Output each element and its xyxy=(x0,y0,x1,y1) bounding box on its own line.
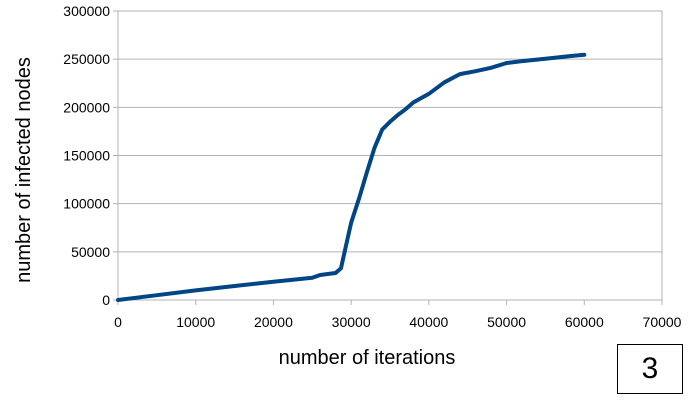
x-tick-label: 70000 xyxy=(643,314,682,330)
y-tick-label: 100000 xyxy=(63,196,110,212)
x-axis-title: number of iterations xyxy=(279,347,456,369)
x-tick-label: 10000 xyxy=(176,314,215,330)
x-tick-label: 40000 xyxy=(409,314,448,330)
x-axis-ticks: 0 10000 20000 30000 40000 50000 60000 70000 xyxy=(114,300,682,330)
x-tick-label: 50000 xyxy=(487,314,526,330)
y-tick-label: 150000 xyxy=(63,148,110,164)
y-tick-label: 200000 xyxy=(63,99,110,115)
y-tick-label: 0 xyxy=(102,292,110,308)
x-tick-label: 30000 xyxy=(332,314,371,330)
y-axis-title: number of infected nodes xyxy=(13,57,35,283)
y-tick-label: 50000 xyxy=(71,244,110,260)
x-tick-label: 60000 xyxy=(565,314,604,330)
panel-number-badge: 3 xyxy=(617,344,683,394)
y-axis-ticks: 0 50000 100000 150000 200000 250000 300000 xyxy=(63,3,118,308)
x-tick-label: 20000 xyxy=(254,314,293,330)
y-tick-label: 250000 xyxy=(63,51,110,67)
y-tick-label: 300000 xyxy=(63,3,110,19)
series-line xyxy=(116,52,587,302)
x-tick-label: 0 xyxy=(114,314,122,330)
